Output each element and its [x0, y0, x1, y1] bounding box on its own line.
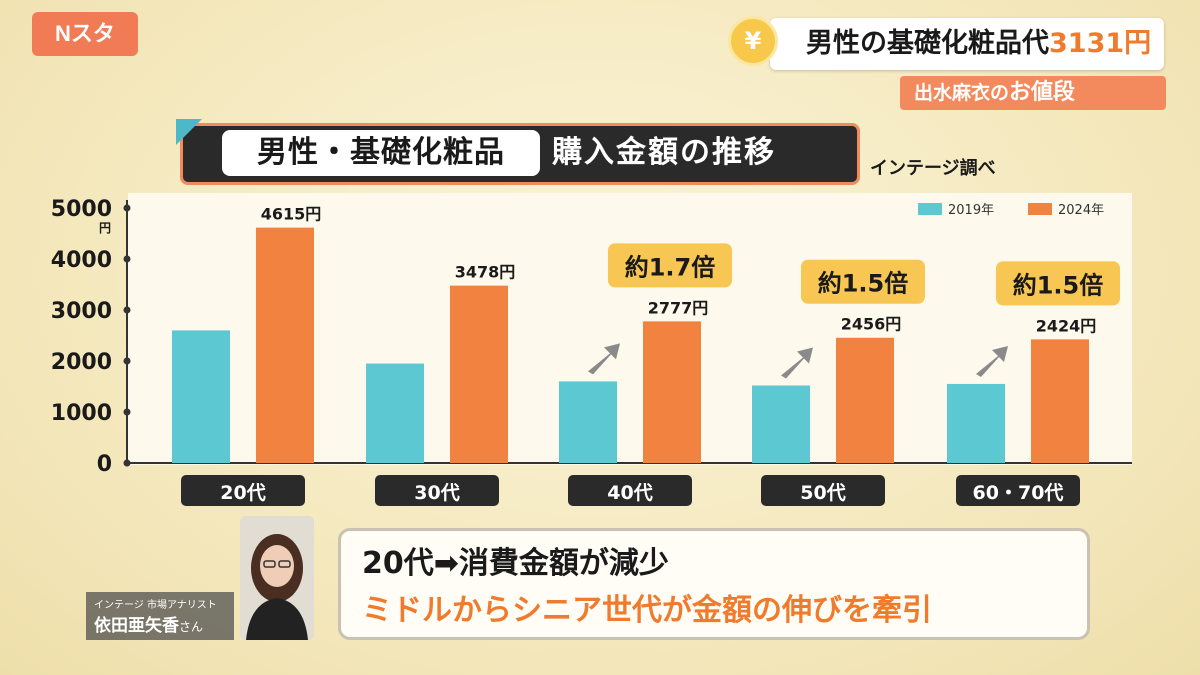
speaker-quote-box: [338, 528, 1090, 640]
x-tick-label: 60・70代: [973, 482, 1064, 504]
bar-2024: [1031, 339, 1089, 463]
y-tick-dot: [123, 204, 131, 212]
data-label: 2424円: [1036, 316, 1097, 335]
channel-logo: Nスタ: [32, 12, 138, 56]
ratio-label: 約1.7倍: [625, 253, 716, 281]
ratio-badge: [801, 259, 925, 304]
headline-text: 男性の基礎化粧品代: [806, 28, 1049, 59]
ratio-label: 約1.5倍: [1013, 271, 1104, 299]
growth-arrow-icon: [781, 347, 813, 379]
y-tick-label: 0: [97, 452, 112, 477]
legend-label: 2024年: [1058, 203, 1104, 218]
category-pill: [761, 475, 885, 506]
data-label: 4615円: [261, 205, 322, 224]
y-unit-label: 円: [99, 221, 111, 235]
legend-label: 2019年: [948, 203, 994, 218]
legend-swatch: [918, 203, 942, 215]
y-tick-label: 1000: [51, 401, 112, 426]
x-tick-label: 30代: [414, 482, 459, 504]
speaker-name-card: インテージ 市場アナリスト 依田亜矢香さん: [86, 592, 234, 640]
bar-2019: [752, 385, 810, 463]
y-tick-dot: [123, 255, 131, 263]
person-avatar-icon: [240, 516, 314, 640]
y-tick-dot: [123, 459, 131, 467]
segment-caption: 出水麻衣のお値段: [900, 76, 1166, 110]
bar-2019: [947, 383, 1005, 463]
category-pill: [956, 475, 1080, 506]
chart-title-pill: 男性・基礎化粧品: [222, 130, 540, 176]
y-tick-label: 5000: [51, 197, 112, 222]
data-label: 3478円: [455, 263, 516, 282]
speaker-honorific: さん: [179, 620, 204, 634]
speaker-name: 依田亜矢香: [94, 616, 179, 636]
x-tick-label: 20代: [220, 482, 265, 504]
segment-name: お値段: [1009, 80, 1076, 105]
category-pill: [375, 475, 499, 506]
y-tick-label: 4000: [51, 248, 112, 273]
y-tick-dot: [123, 306, 131, 314]
bar-2024: [836, 337, 894, 463]
x-tick-label: 40代: [607, 482, 652, 504]
bar-2019: [172, 330, 230, 463]
yen-coin-icon: ¥: [728, 16, 778, 66]
quote-line-1: 20代➡消費金額が減少: [362, 546, 669, 581]
speaker-role: インテージ 市場アナリスト: [94, 600, 217, 611]
y-tick-label: 2000: [51, 350, 112, 375]
category-pill: [568, 475, 692, 506]
growth-arrow-icon: [588, 343, 620, 375]
category-pill: [181, 475, 305, 506]
chart-title-text: 購入金額の推移: [552, 135, 776, 170]
x-tick-label: 50代: [800, 482, 845, 504]
segment-host: 出水麻衣の: [914, 82, 1010, 104]
data-label: 2456円: [841, 315, 902, 334]
bar-2019: [559, 381, 617, 463]
y-tick-dot: [123, 357, 131, 365]
bar-2024: [256, 227, 314, 463]
bar-2024: [643, 321, 701, 463]
ratio-label: 約1.5倍: [818, 270, 909, 298]
quote-line-2: ミドルからシニア世代が金額の伸びを牽引: [362, 593, 932, 628]
speaker-portrait: [240, 516, 314, 640]
data-label: 2777円: [648, 298, 709, 317]
title-corner-decoration: [176, 119, 202, 145]
bar-2024: [450, 285, 508, 463]
ratio-badge: [608, 243, 732, 288]
data-source: インテージ調べ: [870, 158, 996, 179]
headline-price: 3131円: [1049, 28, 1152, 59]
headline-caption: 男性の基礎化粧品代3131円: [770, 18, 1164, 70]
ratio-badge: [996, 261, 1120, 306]
legend-swatch: [1028, 203, 1052, 215]
growth-arrow-icon: [976, 345, 1008, 377]
bar-2019: [366, 363, 424, 463]
y-tick-label: 3000: [51, 299, 112, 324]
y-tick-dot: [123, 408, 131, 416]
